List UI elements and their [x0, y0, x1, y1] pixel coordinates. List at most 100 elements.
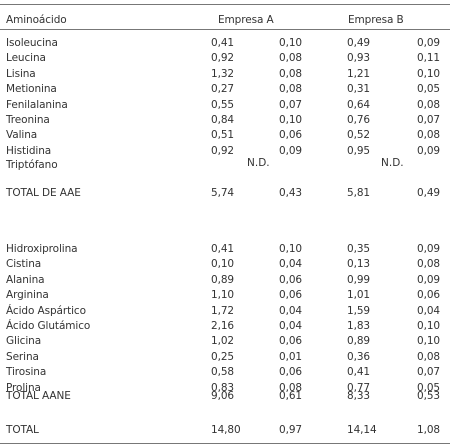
empresa-a-value: 1,02 [211, 335, 234, 348]
empresa-a-value: 1,10 [211, 289, 234, 302]
empresa-b-value: 1,83 [347, 320, 370, 332]
empresa-b-sd: 0,08 [417, 350, 440, 363]
empresa-b-value: 0,93 [347, 52, 370, 65]
empresa-a-sd: 0,10 [279, 114, 302, 126]
empresa-b-value: 0,36 [347, 350, 370, 363]
empresa-a-value: 0,55 [211, 98, 234, 111]
header-empresa-a: Empresa A [218, 14, 274, 26]
empresa-a-sd: 0,97 [279, 424, 302, 436]
empresa-b-value: 0,77 [347, 381, 370, 394]
empresa-a-value: 5,74 [211, 187, 234, 199]
empresa-b-sd: 0,08 [417, 258, 440, 271]
row-label: Glicina [6, 335, 42, 348]
empresa-a-value: 0,25 [211, 350, 234, 363]
empresa-a-sd: 0,04 [279, 304, 302, 317]
row-label-triptofano: Triptófano [6, 159, 58, 171]
empresa-a-sd: 0,08 [279, 83, 302, 96]
empresa-a-sd: 0,06 [279, 335, 302, 348]
header-rule [0, 29, 450, 30]
empresa-a-sd: 0,08 [279, 381, 302, 394]
empresa-b-sd: 0,04 [417, 304, 440, 317]
nd-empresa-b: N.D. [381, 157, 404, 169]
empresa-b-sd: 0,08 [417, 98, 440, 111]
empresa-a-sd: 0,61 [279, 390, 302, 402]
row-label: Histidina [6, 144, 52, 157]
row-label: Isoleucina [6, 37, 58, 49]
empresa-b-sd: 0,08 [417, 129, 440, 142]
row-label: Tirosina [6, 366, 47, 379]
empresa-a-value: 0,92 [211, 52, 234, 65]
empresa-a-sd: 0,10 [279, 37, 302, 49]
top-rule [0, 4, 450, 5]
empresa-a-value: 0,41 [211, 243, 234, 255]
empresa-a-sd: 0,04 [279, 320, 302, 332]
empresa-b-sd: 0,53 [417, 390, 440, 402]
empresa-b-sd: 0,05 [417, 83, 440, 96]
empresa-b-sd: 0,10 [417, 320, 440, 332]
empresa-a-value: 0,89 [211, 273, 234, 286]
empresa-b-sd: 0,11 [417, 52, 440, 65]
header-aminoacido: Aminoácido [6, 14, 67, 26]
empresa-b-value: 0,35 [347, 243, 370, 255]
empresa-b-value: 0,52 [347, 129, 370, 142]
empresa-a-value: 1,32 [211, 67, 234, 80]
row-label: Ácido Aspártico [6, 304, 86, 317]
empresa-a-value: 0,41 [211, 37, 234, 49]
empresa-b-value: 8,33 [347, 390, 370, 402]
empresa-a-sd: 0,04 [279, 258, 302, 271]
row-label: TOTAL DE AAE [6, 187, 81, 199]
empresa-b-sd: 0,05 [417, 381, 440, 394]
nd-empresa-a: N.D. [247, 157, 270, 169]
row-label: Lisina [6, 67, 36, 80]
empresa-b-sd: 0,06 [417, 289, 440, 302]
empresa-b-value: 14,14 [347, 424, 377, 436]
empresa-a-value: 2,16 [211, 320, 234, 332]
empresa-b-value: 0,64 [347, 98, 370, 111]
row-label: Arginina [6, 289, 49, 302]
row-label: Alanina [6, 273, 45, 286]
empresa-b-value: 0,13 [347, 258, 370, 271]
empresa-a-sd: 0,43 [279, 187, 302, 199]
row-label: TOTAL AANE [6, 390, 71, 402]
empresa-b-value: 0,49 [347, 37, 370, 49]
row-label: Fenilalanina [6, 98, 68, 111]
empresa-a-value: 14,80 [211, 424, 241, 436]
empresa-b-value: 1,21 [347, 67, 370, 80]
empresa-a-sd: 0,06 [279, 129, 302, 142]
row-label: Prolina [6, 381, 41, 394]
empresa-b-sd: 0,10 [417, 67, 440, 80]
empresa-a-value: 0,51 [211, 129, 234, 142]
empresa-b-value: 0,89 [347, 335, 370, 348]
header-empresa-b: Empresa B [348, 14, 404, 26]
empresa-b-sd: 1,08 [417, 424, 440, 436]
empresa-a-value: 1,72 [211, 304, 234, 317]
empresa-a-value: 0,58 [211, 366, 234, 379]
empresa-a-sd: 0,01 [279, 350, 302, 363]
empresa-b-value: 0,76 [347, 114, 370, 126]
row-label: Cistina [6, 258, 42, 271]
empresa-b-value: 0,41 [347, 366, 370, 379]
row-label: Metionina [6, 83, 57, 96]
empresa-b-sd: 0,09 [417, 144, 440, 157]
empresa-b-sd: 0,09 [417, 273, 440, 286]
empresa-a-sd: 0,06 [279, 366, 302, 379]
empresa-a-sd: 0,10 [279, 243, 302, 255]
row-label: Ácido Glutámico [6, 320, 91, 332]
row-label: Hidroxiprolina [6, 243, 78, 255]
row-label: Leucina [6, 52, 46, 65]
row-label: TOTAL [6, 424, 39, 436]
empresa-b-sd: 0,49 [417, 187, 440, 199]
empresa-b-value: 1,01 [347, 289, 370, 302]
empresa-b-sd: 0,09 [417, 243, 440, 255]
empresa-a-value: 0,10 [211, 258, 234, 271]
bottom-rule [0, 443, 450, 444]
row-label: Serina [6, 350, 39, 363]
empresa-a-value: 9,06 [211, 390, 234, 402]
empresa-a-sd: 0,08 [279, 67, 302, 80]
empresa-a-sd: 0,09 [279, 144, 302, 157]
empresa-b-sd: 0,07 [417, 114, 440, 126]
empresa-a-value: 0,84 [211, 114, 234, 126]
row-label: Treonina [6, 114, 50, 126]
empresa-b-value: 0,95 [347, 144, 370, 157]
